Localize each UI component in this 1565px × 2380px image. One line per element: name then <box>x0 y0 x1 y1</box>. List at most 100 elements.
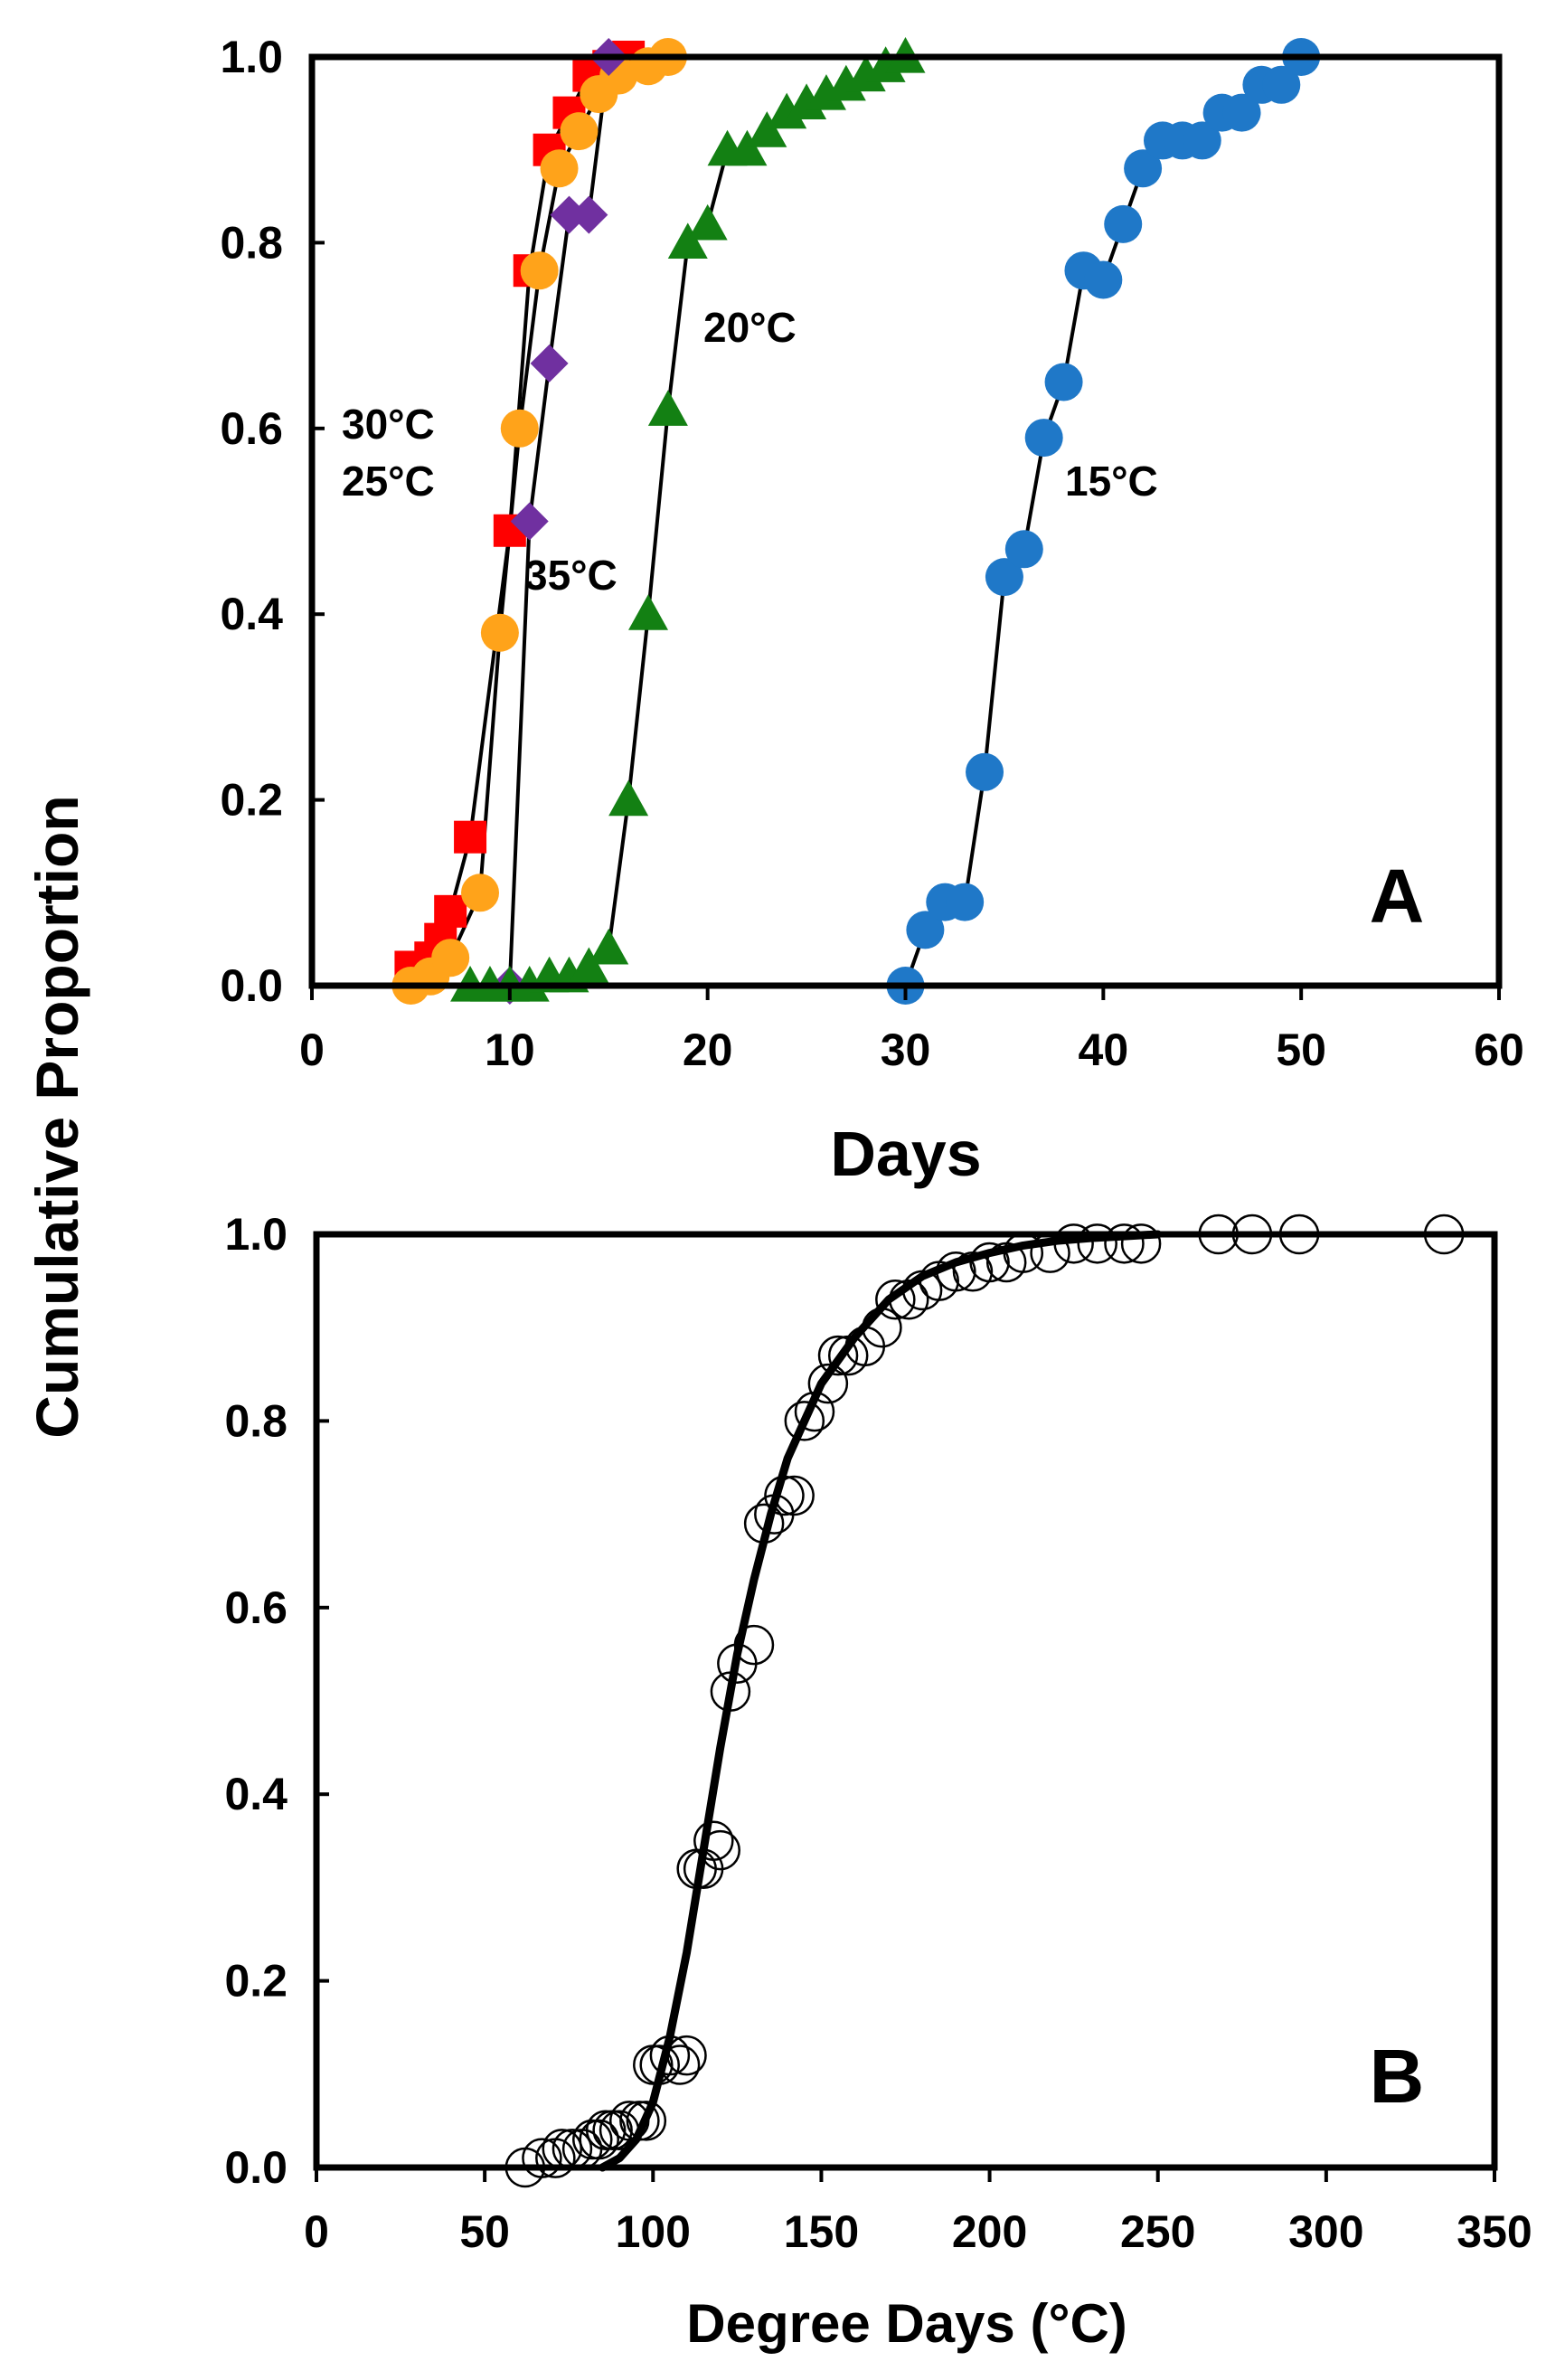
series-15c-point <box>1124 149 1163 188</box>
panel-a: 0.00.20.40.60.81.0 0 10 20 30 40 50 60 Days A … <box>220 32 1523 1189</box>
series-35c-fit-line <box>507 56 611 987</box>
panel-a-y-tick-label: 0.2 <box>220 775 283 826</box>
observed-point <box>875 1279 916 1320</box>
panel-b-label: B <box>1370 2034 1425 2119</box>
panel-b-y-tick-label: 0.6 <box>224 1582 288 1633</box>
panel-b-x-axis-title: Degree Days (°C) <box>686 2293 1127 2354</box>
series-20c-point <box>608 779 649 817</box>
series-15c-fit-line <box>903 55 1303 987</box>
panel-b-x-tick-label: 200 <box>952 2206 1027 2257</box>
panel-b-y-tick-label: 0.2 <box>224 1956 288 2007</box>
fitted-curve-line <box>598 1230 1163 2172</box>
panel-a-x-tick-label: 30 <box>881 1025 931 1075</box>
series-35c-point <box>510 502 549 541</box>
series-15c-point <box>985 558 1023 597</box>
series-20c-point <box>787 83 827 119</box>
series-15c-point <box>1104 204 1143 243</box>
series-20c-point <box>667 222 708 259</box>
observed-point <box>693 1820 734 1862</box>
panel-a-y-tick-label: 1.0 <box>220 32 283 82</box>
panel-a-y-tick-label: 0.0 <box>220 960 283 1011</box>
series-30c-point <box>434 894 467 928</box>
panel-a-x-tick-label: 10 <box>485 1025 535 1075</box>
observed-point <box>572 2119 613 2160</box>
observed-point <box>1077 1223 1117 1264</box>
series-20c-point <box>806 74 846 110</box>
panel-a-label: A <box>1370 854 1425 939</box>
panel-a-x-tick-label: 0 <box>299 1025 325 1075</box>
panel-b-y-ticks: 0.0 0.2 0.4 0.6 0.8 1.0 <box>224 1209 329 2193</box>
series-30c-fit-line <box>410 55 629 969</box>
curve-label-15c: 15°C <box>1065 458 1158 505</box>
series-15c-point <box>1004 530 1043 569</box>
series-20c-point <box>845 55 886 92</box>
observed-point <box>1120 1223 1162 1264</box>
series-15c-point <box>1024 419 1063 458</box>
panel-b-x-tick-label: 0 <box>304 2206 329 2257</box>
series-15c-point <box>1222 93 1261 132</box>
observed-point <box>817 1335 859 1376</box>
series-15c-point <box>906 911 945 949</box>
panel-a-x-ticks: 0 10 20 30 40 50 60 <box>299 986 1524 1075</box>
series-25c-point <box>480 613 519 652</box>
panel-a-x-tick-label: 50 <box>1276 1025 1326 1075</box>
series-20c-point <box>825 64 866 101</box>
panel-b-x-tick-label: 50 <box>459 2206 510 2257</box>
panel-a-y-tick-label: 0.6 <box>220 403 283 454</box>
series-15c-point <box>1044 363 1083 401</box>
series-25c-point <box>461 874 500 912</box>
series-20c-point <box>747 111 787 147</box>
shared-y-axis-label: Cumulative Proportion <box>24 795 90 1438</box>
series-35c-point <box>570 195 608 234</box>
observed-point <box>1104 1223 1145 1264</box>
observed-point <box>585 2110 627 2150</box>
series-25c-point <box>500 409 539 448</box>
series-35c-point <box>550 195 589 234</box>
observed-point <box>784 1401 825 1441</box>
series-15c-point <box>1084 260 1123 299</box>
panel-a-y-tick-label: 0.8 <box>220 217 283 268</box>
series-20c-point <box>687 203 728 241</box>
panel-b: 0.0 0.2 0.4 0.6 0.8 1.0 0 50 100 150 200 250 300 350… <box>224 1209 1532 2354</box>
panel-b-plot-frame <box>313 1231 1498 2171</box>
series-20c-point <box>647 390 688 426</box>
series-25c-point <box>431 939 470 978</box>
series-20c-point <box>589 928 629 965</box>
curve-label-35c: 35°C <box>524 552 618 599</box>
panel-b-y-tick-label: 1.0 <box>224 1209 288 1260</box>
panel-b-x-ticks: 0 50 100 150 200 250 300 350 <box>304 2168 1532 2257</box>
curve-label-30c: 30°C <box>342 401 435 448</box>
series-15c-point <box>966 752 1004 791</box>
panel-a-plot-frame <box>308 53 1503 989</box>
panel-b-y-tick-label: 0.4 <box>224 1769 288 1819</box>
panel-b-x-tick-label: 250 <box>1120 2206 1195 2257</box>
panel-b-marks <box>504 1214 1465 2188</box>
panel-a-x-tick-label: 40 <box>1079 1025 1129 1075</box>
observed-point <box>579 2119 619 2160</box>
observed-point <box>626 2101 667 2141</box>
observed-point <box>733 1624 775 1666</box>
observed-point <box>807 1363 849 1404</box>
panel-a-y-tick-label: 0.4 <box>220 589 283 639</box>
panel-a-y-ticks: 0.0 0.2 0.4 0.6 0.8 1.0 <box>220 32 325 1011</box>
series-15c-point <box>946 883 985 921</box>
observed-point <box>522 2138 562 2178</box>
observed-point <box>666 2035 707 2076</box>
series-25c-point <box>560 112 599 151</box>
panel-b-x-tick-label: 150 <box>784 2206 859 2257</box>
series-20c-point <box>767 92 807 129</box>
panel-b-x-tick-label: 100 <box>616 2206 691 2257</box>
series-20c-point <box>569 947 609 984</box>
curve-label-25c: 25°C <box>342 458 435 505</box>
panel-a-x-tick-label: 60 <box>1474 1025 1524 1075</box>
series-20c-point <box>865 46 906 82</box>
series-25c-point <box>540 149 579 188</box>
series-15c-point <box>1183 121 1221 160</box>
series-20c-point <box>727 129 768 166</box>
series-25c-point <box>520 251 559 290</box>
panel-a-x-axis-title: Days <box>830 1119 981 1189</box>
series-20c-point <box>628 594 669 630</box>
series-35c-point <box>530 344 569 382</box>
panel-a-x-tick-label: 20 <box>683 1025 733 1075</box>
